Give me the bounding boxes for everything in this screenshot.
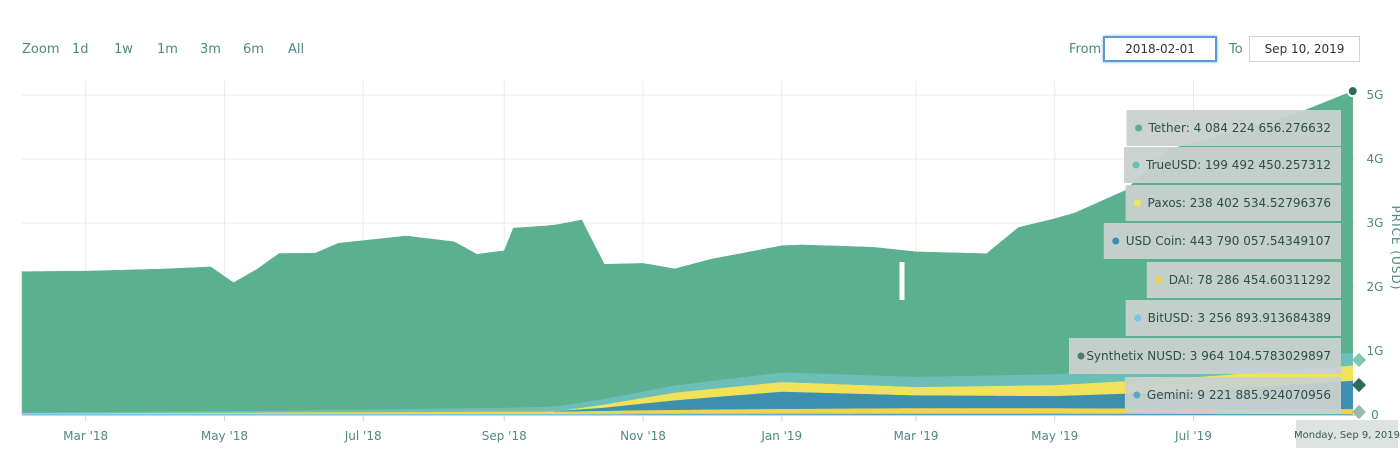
y-axis-title: PRICE (USD)	[1389, 206, 1400, 291]
y-tick-label: 1G	[1367, 344, 1384, 358]
x-tick-label: Mar '19	[893, 429, 938, 443]
tooltip-box	[1126, 110, 1341, 146]
y-tick-label: 0	[1371, 408, 1379, 422]
zoom-3m-button[interactable]: 3m	[200, 42, 221, 57]
tooltip-text: Synthetix NUSD: 3 964 104.5783029897	[1086, 349, 1331, 363]
x-tick-label: Jan '19	[760, 429, 802, 443]
tooltip-text: TrueUSD: 199 492 450.257312	[1145, 158, 1331, 172]
x-tick-label: Jul '19	[1174, 429, 1212, 443]
tooltip-box	[1103, 223, 1341, 259]
tooltip-swatch	[1135, 124, 1143, 132]
zoom-6m-button[interactable]: 6m	[243, 42, 264, 57]
x-axis: Mar '18 May '18 Jul '18 Sep '18 Nov '18 Jan '…	[22, 415, 1355, 443]
series-end-marker	[1351, 377, 1367, 393]
zoom-1m-button[interactable]: 1m	[157, 42, 178, 57]
tooltip-date: Monday, Sep 9, 2019	[1294, 430, 1400, 441]
y-tick-label: 5G	[1367, 88, 1384, 102]
tooltip: Tether: 4 084 224 656.276632 TrueUSD: 199…	[1069, 110, 1367, 420]
x-tick-label: May '18	[201, 429, 248, 443]
tooltip-item-gemini: Gemini: 9 221 885.924070956	[1124, 377, 1341, 413]
tooltip-text: Gemini: 9 221 885.924070956	[1147, 388, 1331, 402]
zoom-label: Zoom	[22, 42, 60, 57]
y-tick-label: 3G	[1367, 216, 1384, 230]
zoom-1w-button[interactable]: 1w	[114, 42, 133, 57]
zoom-1d-button[interactable]: 1d	[72, 42, 89, 57]
tooltip-item-synthetix: Synthetix NUSD: 3 964 104.5783029897	[1069, 338, 1341, 374]
y-tick-label: 2G	[1367, 280, 1384, 294]
x-tick-label: Mar '18	[63, 429, 108, 443]
tooltip-box	[1069, 338, 1341, 374]
tooltip-text: BitUSD: 3 256 893.913684389	[1148, 311, 1331, 325]
tooltip-box	[1125, 185, 1341, 221]
tooltip-box	[1124, 377, 1341, 413]
area-tether	[21, 90, 1353, 413]
tooltip-swatch	[1134, 199, 1142, 207]
tooltip-swatch	[1133, 391, 1141, 399]
tooltip-item-tether: Tether: 4 084 224 656.276632	[1126, 110, 1341, 146]
x-tick-label: May '19	[1031, 429, 1078, 443]
tooltip-swatch	[1132, 161, 1140, 169]
series-end-marker	[1351, 352, 1367, 368]
zoom-all-button[interactable]: All	[288, 42, 305, 57]
tooltip-item-paxos: Paxos: 238 402 534.52796376	[1125, 185, 1341, 221]
tooltip-item-usdcoin: USD Coin: 443 790 057.54349107	[1103, 223, 1341, 259]
y-axis: PRICE (USD) 0 1G 2G 3G 4G 5G	[1367, 88, 1400, 422]
tooltip-text: Tether: 4 084 224 656.276632	[1148, 121, 1331, 135]
tooltip-swatch	[1112, 237, 1120, 245]
tooltip-text: USD Coin: 443 790 057.54349107	[1126, 234, 1331, 248]
tooltip-swatch	[1077, 352, 1085, 360]
from-date-input[interactable]	[1103, 36, 1217, 62]
from-label: From	[1069, 42, 1102, 57]
tooltip-text: Paxos: 238 402 534.52796376	[1148, 196, 1331, 210]
tooltip-item-trueusd: TrueUSD: 199 492 450.257312	[1124, 147, 1341, 183]
to-date-input[interactable]	[1249, 36, 1360, 62]
y-tick-label: 4G	[1367, 152, 1384, 166]
tooltip-box	[1146, 262, 1341, 298]
x-tick-label: Jul '18	[344, 429, 382, 443]
tooltip-box	[1124, 147, 1341, 183]
date-badge-box	[1296, 420, 1398, 448]
tooltip-item-bitusd: BitUSD: 3 256 893.913684389	[1125, 300, 1341, 336]
tooltip-date-badge: Monday, Sep 9, 2019	[1294, 420, 1400, 448]
tooltip-item-dai: DAI: 78 286 454.60311292	[1146, 262, 1341, 298]
hover-point-tether	[1346, 85, 1359, 98]
to-label: To	[1229, 42, 1243, 57]
tooltip-swatch	[1134, 314, 1142, 322]
series-end-marker	[1351, 404, 1367, 420]
tooltip-text: DAI: 78 286 454.60311292	[1169, 273, 1331, 287]
tooltip-swatch	[1155, 276, 1163, 284]
x-tick-label: Sep '18	[482, 429, 527, 443]
tooltip-box	[1125, 300, 1341, 336]
range-toolbar: Zoom 1d 1w 1m 3m 6m All From To	[0, 0, 1400, 80]
x-tick-label: Nov '18	[620, 429, 666, 443]
